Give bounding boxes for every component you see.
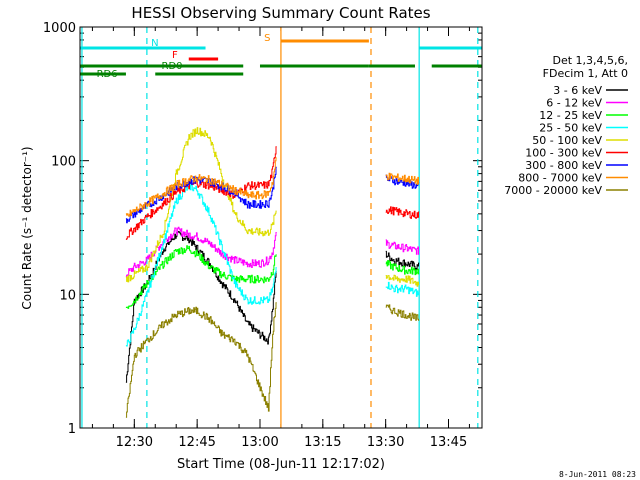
time-markers [81, 27, 479, 428]
x-tick-label: 13:30 [367, 435, 404, 450]
series-line [125, 146, 420, 240]
legend-label: 50 - 100 keV [532, 134, 602, 147]
chart-title: HESSI Observing Summary Count Rates [131, 4, 430, 22]
flag-bars: N F S RD0 RD6 [80, 33, 482, 80]
plot-frame [79, 26, 483, 429]
legend-label: 12 - 25 keV [539, 109, 602, 122]
y-tick-label: 1000 [43, 21, 76, 36]
legend-label: 100 - 300 keV [525, 147, 602, 160]
legend-label: 25 - 50 keV [539, 122, 602, 135]
y-tick-label: 100 [51, 155, 76, 170]
x-tick-label: 13:00 [241, 435, 278, 450]
series-line [125, 245, 420, 309]
legend-label: 6 - 12 keV [546, 97, 602, 110]
legend-label: 3 - 6 keV [553, 84, 602, 97]
y-tick-label: 1 [68, 422, 76, 437]
series-line [125, 181, 420, 347]
flag-label: RD0 [162, 61, 183, 72]
flag-label: RD6 [97, 69, 118, 80]
y-tick-label: 10 [59, 288, 76, 303]
series-line [125, 226, 420, 278]
x-tick-label: 13:15 [304, 435, 341, 450]
legend-header-line: FDecim 1, Att 0 [543, 67, 628, 80]
axis-ticks: 1 10 100 1000 12:30 12:45 13:00 13:15 13:30 13:45 [43, 21, 482, 450]
legend-header: Det 1,3,4,5,6,FDecim 1, Att 0 [543, 54, 628, 80]
series-line [125, 157, 420, 217]
series-line [125, 302, 420, 418]
x-tick-label: 12:30 [116, 435, 153, 450]
series-line [125, 127, 420, 287]
flag-label: N [151, 38, 158, 49]
flag-label: F [172, 50, 178, 61]
legend-label: 800 - 7000 keV [518, 172, 602, 185]
x-tick-label: 13:45 [430, 435, 467, 450]
x-axis-label: Start Time (08-Jun-11 12:17:02) [177, 457, 385, 472]
legend-label: 300 - 800 keV [525, 159, 602, 172]
y-axis-label: Count Rate (s⁻¹ detector⁻¹) [20, 146, 34, 309]
x-tick-label: 12:45 [178, 435, 215, 450]
legend-label: 7000 - 20000 keV [504, 184, 602, 197]
flag-label: S [264, 33, 270, 44]
legend-header-line: Det 1,3,4,5,6, [552, 54, 628, 67]
series-lines [125, 127, 420, 418]
series-line [125, 166, 420, 224]
plot-date-stamp: 8-Jun-2011 08:23 [559, 470, 636, 479]
